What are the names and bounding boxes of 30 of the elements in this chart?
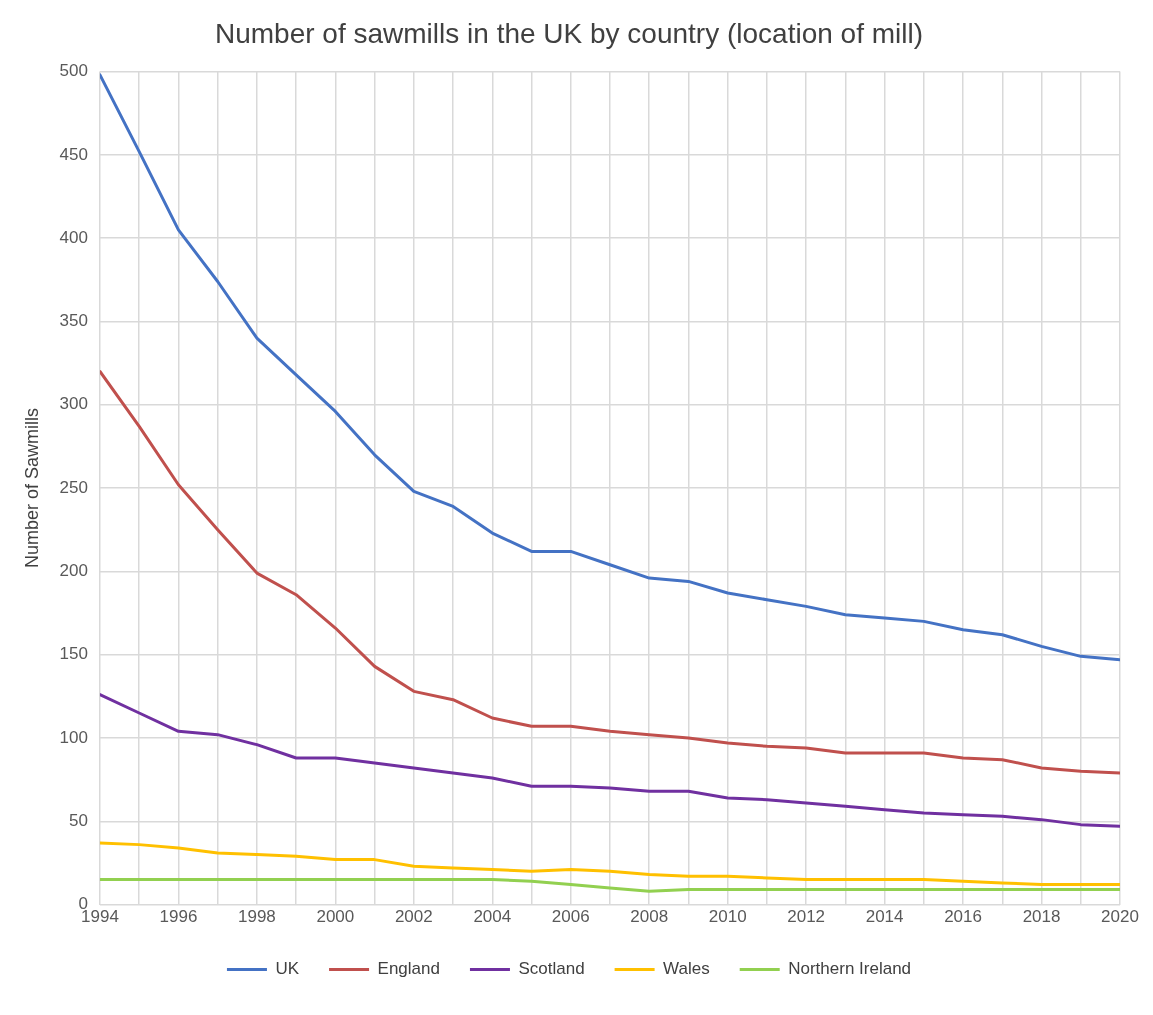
legend-label: Scotland xyxy=(518,959,585,979)
x-tick-label: 2016 xyxy=(944,907,982,927)
y-tick-label: 250 xyxy=(59,477,88,497)
x-tick-label: 2004 xyxy=(473,907,512,927)
x-tick-label: 2002 xyxy=(394,907,433,927)
legend-label: Northern Ireland xyxy=(788,959,912,979)
x-tick-label: 1998 xyxy=(237,907,276,927)
x-tick-label: 2008 xyxy=(630,907,669,927)
chart-title: Number of sawmills in the UK by country (location of mill) xyxy=(214,17,924,49)
legend-label: England xyxy=(377,959,440,979)
y-tick-label: 500 xyxy=(59,61,88,81)
y-tick-label: 450 xyxy=(59,144,88,164)
y-axis-title: Number of Sawmills xyxy=(21,408,42,569)
y-tick-label: 300 xyxy=(59,394,88,414)
y-tick-label: 400 xyxy=(59,227,88,247)
y-tick-label: 150 xyxy=(59,644,88,664)
legend-label: Wales xyxy=(663,959,710,979)
x-tick-label: 1996 xyxy=(159,907,198,927)
x-tick-label: 2018 xyxy=(1022,907,1061,927)
y-tick-label: 100 xyxy=(59,727,88,747)
x-tick-label: 2012 xyxy=(787,907,826,927)
x-tick-label: 2000 xyxy=(316,907,355,927)
y-tick-label: 200 xyxy=(59,561,88,581)
y-tick-label: 50 xyxy=(69,810,88,830)
x-tick-label: 2010 xyxy=(708,907,747,927)
legend-label: UK xyxy=(275,959,300,979)
x-tick-label: 2006 xyxy=(551,907,590,927)
y-tick-label: 350 xyxy=(59,311,88,331)
x-tick-label: 2020 xyxy=(1101,907,1139,927)
x-tick-label: 2014 xyxy=(865,907,904,927)
